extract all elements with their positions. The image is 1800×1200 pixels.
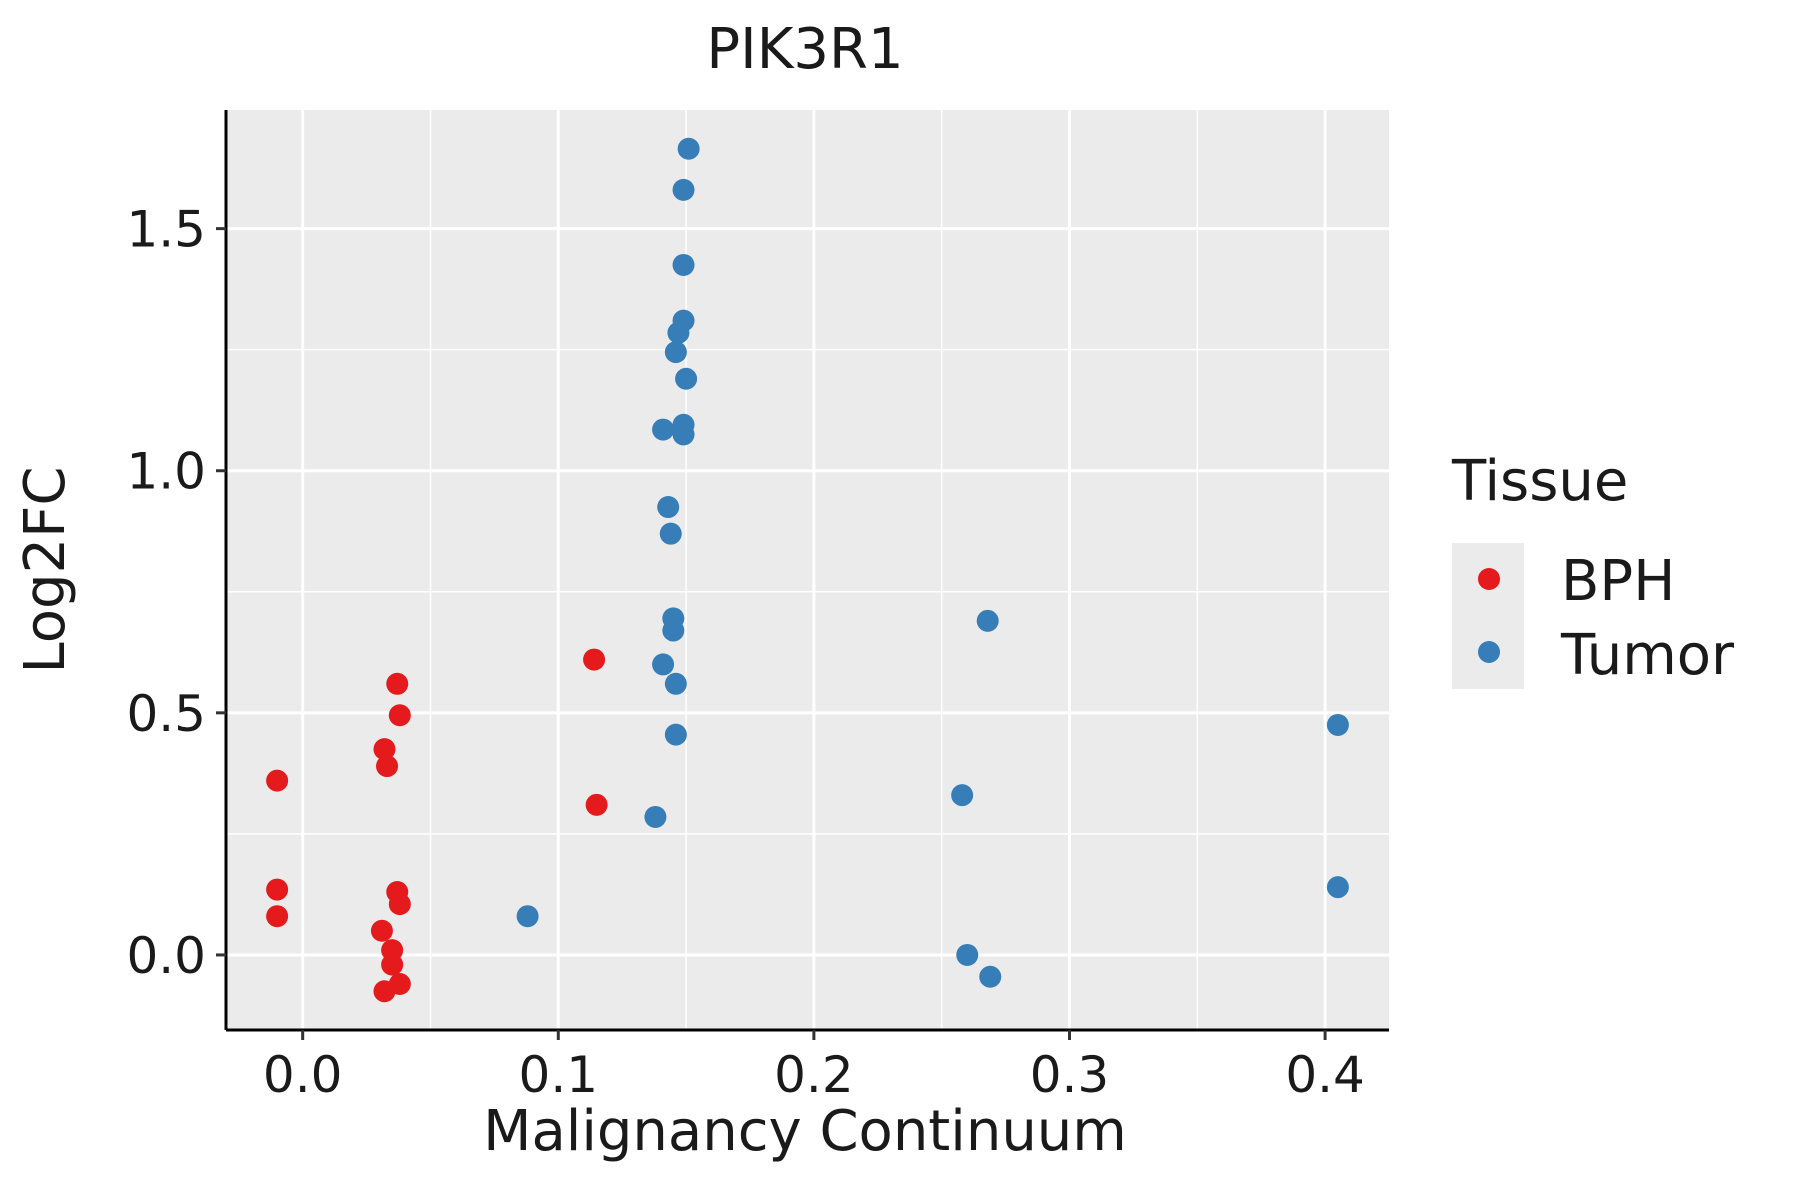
x-tick-label: 0.2 — [774, 1046, 854, 1104]
x-axis-ticks: 0.0 0.1 0.2 0.3 0.4 — [263, 1030, 1365, 1104]
x-tick-label: 0.4 — [1285, 1046, 1365, 1104]
point-tumor — [652, 418, 675, 441]
plot-panel — [226, 110, 1389, 1030]
x-tick-label: 0.1 — [519, 1046, 599, 1104]
point-bph — [388, 973, 411, 995]
point-tumor — [956, 943, 979, 966]
point-tumor — [662, 619, 685, 642]
point-tumor — [664, 672, 687, 695]
point-bph — [381, 953, 404, 976]
point-bph — [266, 878, 289, 901]
point-bph — [370, 919, 393, 942]
point-bph — [388, 893, 411, 916]
chart-title: PIK3R1 — [706, 17, 903, 82]
point-tumor — [1326, 713, 1349, 736]
y-tick-label: 0.0 — [126, 927, 206, 985]
point-tumor — [652, 653, 675, 676]
legend-label-bph: BPH — [1561, 549, 1675, 614]
point-tumor — [672, 423, 695, 446]
point-tumor — [664, 341, 687, 364]
point-bph — [376, 755, 399, 778]
point-tumor — [516, 905, 539, 928]
point-tumor — [644, 805, 667, 828]
point-bph — [386, 672, 409, 695]
legend-key-background — [1452, 543, 1524, 689]
point-tumor — [672, 178, 695, 201]
legend-label-tumor: Tumor — [1560, 623, 1735, 688]
point-tumor — [675, 367, 698, 390]
point-bph — [266, 905, 289, 928]
point-bph — [583, 648, 606, 671]
point-tumor — [677, 137, 700, 160]
point-tumor — [979, 965, 1002, 988]
point-bph — [373, 738, 396, 761]
point-bph — [585, 793, 608, 816]
x-axis-title: Malignancy Continuum — [483, 1099, 1127, 1164]
legend-key-tumor — [1478, 641, 1500, 663]
point-tumor — [672, 253, 695, 276]
y-tick-label: 0.5 — [126, 685, 206, 743]
point-bph — [266, 769, 289, 792]
point-bph — [388, 704, 411, 727]
point-tumor — [951, 784, 974, 807]
point-tumor — [1326, 876, 1349, 899]
legend: Tissue BPH Tumor — [1451, 449, 1735, 689]
point-tumor — [672, 309, 695, 332]
gridlines — [226, 110, 1389, 1030]
point-tumor — [657, 496, 680, 519]
legend-title: Tissue — [1451, 449, 1628, 514]
legend-key-bph — [1478, 568, 1500, 590]
y-axis-ticks: 0.0 0.5 1.0 1.5 — [126, 201, 226, 985]
y-tick-label: 1.5 — [126, 201, 206, 259]
point-tumor — [664, 723, 687, 746]
point-tumor — [976, 609, 999, 632]
x-tick-label: 0.0 — [263, 1046, 343, 1104]
y-axis-title: Log2FC — [13, 467, 78, 674]
x-tick-label: 0.3 — [1030, 1046, 1110, 1104]
y-tick-label: 1.0 — [126, 443, 206, 501]
data-points — [266, 137, 1349, 1003]
point-tumor — [659, 522, 682, 545]
